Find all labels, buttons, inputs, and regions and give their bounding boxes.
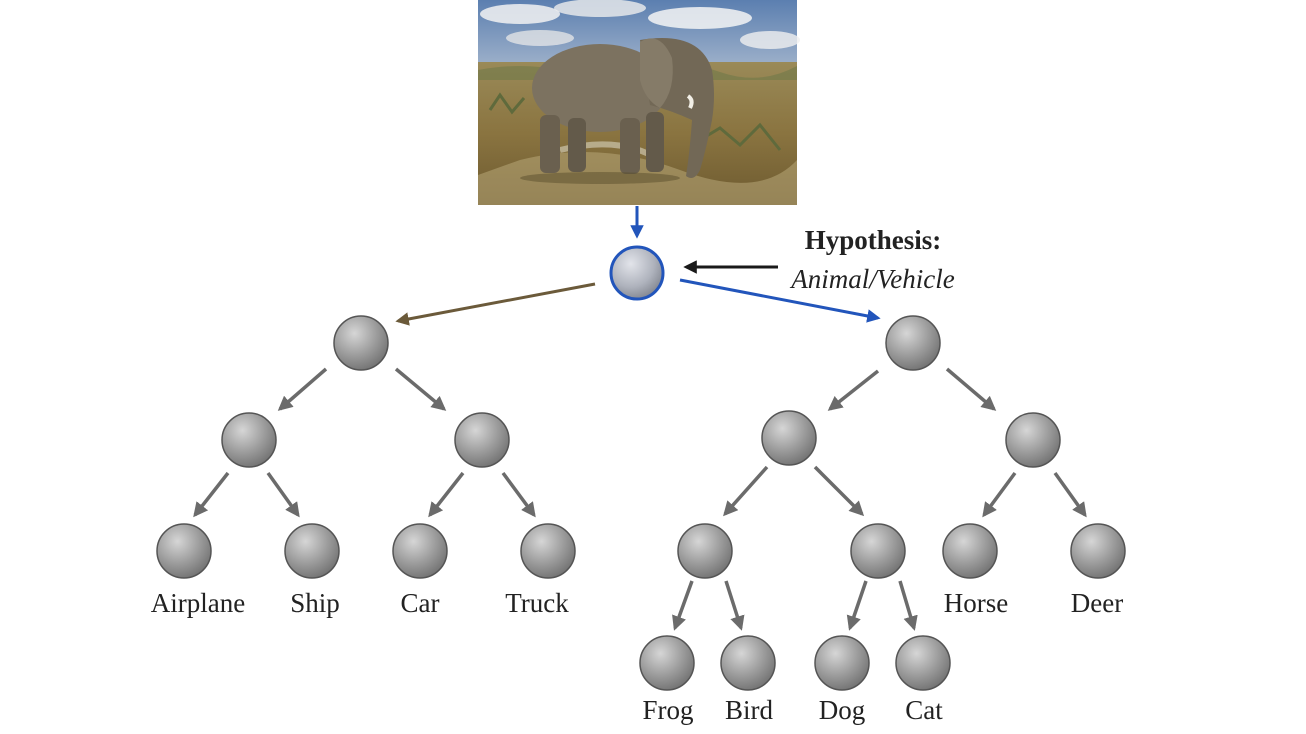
tree-edge <box>898 580 918 631</box>
leaf-node-frog <box>639 635 695 691</box>
leaf-label-deer: Deer <box>1071 588 1123 618</box>
tree-edge <box>1053 471 1087 518</box>
leaf-label-frog: Frog <box>642 695 693 725</box>
tree-edge <box>193 471 230 518</box>
leaf-node-airplane <box>156 523 212 579</box>
tree-edge <box>813 465 865 517</box>
leaf-node-cat <box>895 635 951 691</box>
hypothesis-text: Animal/Vehicle <box>789 264 954 294</box>
root-to-animal-arrow <box>679 278 881 323</box>
tree-node <box>454 412 510 468</box>
tree-edge <box>266 471 300 518</box>
root-to-vehicle-arrow <box>395 282 596 326</box>
connections <box>193 206 1087 631</box>
leaf-node-car <box>392 523 448 579</box>
leaf-label-car: Car <box>401 588 440 618</box>
leaf-label-horse: Horse <box>944 588 1008 618</box>
hypothesis-title: Hypothesis: <box>805 225 942 255</box>
leaf-label-truck: Truck <box>505 588 569 618</box>
tree-node <box>850 523 906 579</box>
tree-node <box>221 412 277 468</box>
tree-node <box>1005 412 1061 468</box>
tree-edge <box>827 369 880 411</box>
leaf-node-bird <box>720 635 776 691</box>
tree-edge <box>945 367 997 411</box>
tree-node <box>677 523 733 579</box>
leaf-node-horse <box>942 523 998 579</box>
leaf-label-ship: Ship <box>290 588 340 618</box>
tree-edge <box>394 367 447 411</box>
tree-edge <box>277 367 328 411</box>
elephant-photo <box>478 0 800 205</box>
leaf-label-airplane: Airplane <box>151 588 245 618</box>
tree-edge <box>724 580 745 631</box>
tree-edge <box>723 465 769 517</box>
animal-node <box>885 315 941 371</box>
tree-edge <box>501 471 536 518</box>
tree-edge <box>672 580 694 631</box>
tree-nodes <box>156 245 1126 691</box>
vehicle-node <box>333 315 389 371</box>
leaf-label-cat: Cat <box>905 695 943 725</box>
leaf-node-truck <box>520 523 576 579</box>
tree-edge <box>428 471 465 518</box>
tree-edge <box>846 580 868 631</box>
leaf-label-dog: Dog <box>819 695 866 725</box>
leaf-node-deer <box>1070 523 1126 579</box>
tree-edge <box>982 471 1017 518</box>
tree-node <box>761 410 817 466</box>
root-node <box>609 245 665 301</box>
leaf-node-dog <box>814 635 870 691</box>
leaf-label-bird: Bird <box>725 695 774 725</box>
leaf-node-ship <box>284 523 340 579</box>
